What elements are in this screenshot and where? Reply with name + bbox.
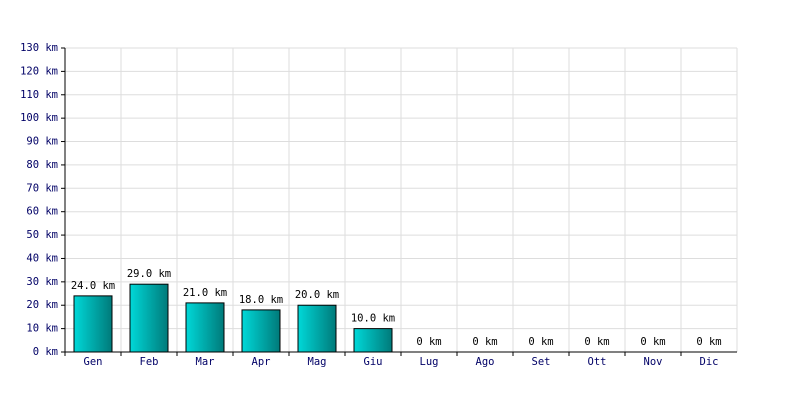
- value-label: 29.0 km: [127, 268, 171, 280]
- y-tick-label: 40 km: [26, 252, 58, 264]
- y-tick-label: 120 km: [20, 65, 58, 77]
- y-tick-label: 0 km: [33, 346, 58, 358]
- y-tick-label: 20 km: [26, 299, 58, 311]
- x-tick-label: Gen: [84, 356, 103, 368]
- x-tick-label: Set: [532, 356, 551, 368]
- value-label: 0 km: [528, 336, 553, 348]
- x-tick-label: Mag: [308, 356, 327, 368]
- x-tick-label: Feb: [140, 356, 159, 368]
- bar: [129, 283, 169, 353]
- value-label: 24.0 km: [71, 280, 115, 292]
- x-tick-label: Ott: [588, 356, 607, 368]
- value-label: 0 km: [416, 336, 441, 348]
- value-label: 21.0 km: [183, 287, 227, 299]
- y-tick-label: 50 km: [26, 229, 58, 241]
- y-tick-label: 110 km: [20, 89, 58, 101]
- x-tick-label: Ago: [476, 356, 495, 368]
- x-tick-label: Mar: [196, 356, 215, 368]
- bar: [297, 304, 337, 353]
- y-tick-label: 30 km: [26, 276, 58, 288]
- y-tick-label: 80 km: [26, 159, 58, 171]
- value-label: 0 km: [640, 336, 665, 348]
- x-tick-label: Giu: [364, 356, 383, 368]
- value-label: 0 km: [472, 336, 497, 348]
- y-tick-label: 130 km: [20, 42, 58, 54]
- y-tick-label: 100 km: [20, 112, 58, 124]
- value-label: 18.0 km: [239, 294, 283, 306]
- x-tick-label: Lug: [420, 356, 439, 368]
- x-tick-label: Apr: [252, 356, 271, 368]
- value-label: 20.0 km: [295, 289, 339, 301]
- value-label: 10.0 km: [351, 313, 395, 325]
- x-tick-label: Dic: [700, 356, 719, 368]
- value-label: 0 km: [696, 336, 721, 348]
- y-tick-label: 60 km: [26, 206, 58, 218]
- bar: [185, 302, 225, 353]
- bar: [73, 295, 113, 353]
- value-label: 0 km: [584, 336, 609, 348]
- y-tick-label: 90 km: [26, 136, 58, 148]
- x-tick-label: Nov: [644, 356, 663, 368]
- y-tick-label: 10 km: [26, 323, 58, 335]
- bar: [353, 328, 393, 353]
- y-tick-label: 70 km: [26, 182, 58, 194]
- bar: [241, 309, 281, 353]
